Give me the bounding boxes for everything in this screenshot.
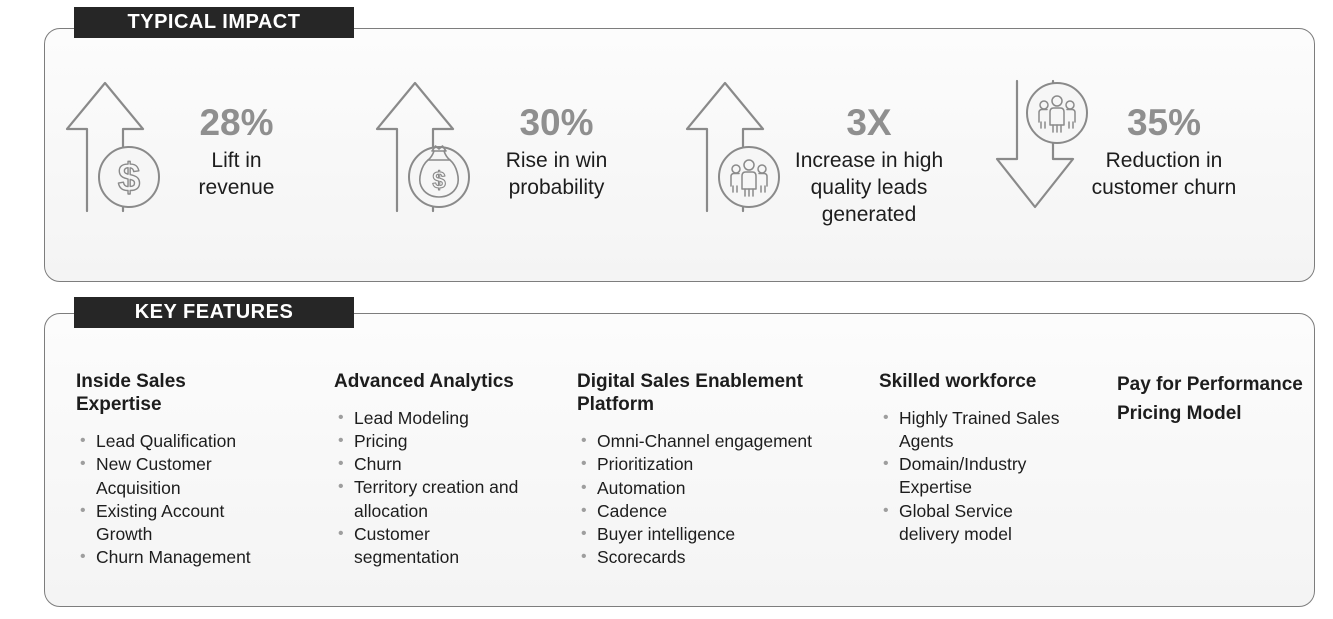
metric-label: Lift in revenue bbox=[198, 148, 275, 199]
feature-item: Scorecards bbox=[577, 546, 842, 569]
feature-item: Buyer intelligence bbox=[577, 523, 842, 546]
key-features-header-label: KEY FEATURES bbox=[134, 301, 294, 323]
metric-value: 3X bbox=[846, 102, 892, 143]
impact-metric-win-probability: $ 30% Rise in win probability bbox=[369, 77, 679, 229]
feature-list: Highly Trained Sales Agents Domain/Indus… bbox=[879, 407, 1074, 546]
metric-value: 35% bbox=[1126, 102, 1202, 143]
metric-text-block: 3X Increase in high quality leads genera… bbox=[784, 102, 954, 229]
feature-item: Churn Management bbox=[76, 546, 276, 569]
feature-item: Automation bbox=[577, 477, 842, 500]
metric-text-block: 35% Reduction in customer churn bbox=[1069, 102, 1259, 201]
metric-text-block: 30% Rise in win probability bbox=[499, 102, 614, 201]
key-features-panel: Inside Sales Expertise Lead Qualificatio… bbox=[44, 313, 1315, 607]
feature-list: Lead Qualification New Customer Acquisit… bbox=[76, 430, 276, 569]
feature-column-title: Digital Sales Enablement Platform bbox=[577, 371, 803, 416]
feature-column-digital-platform: Digital Sales Enablement Platform Omni-C… bbox=[577, 370, 842, 569]
feature-item: New Customer Acquisition bbox=[76, 453, 276, 499]
feature-item: Prioritization bbox=[577, 453, 842, 476]
metric-label: Rise in win probability bbox=[505, 148, 608, 199]
feature-item: Customer segmentation bbox=[334, 523, 539, 569]
feature-column-pricing-model: Pay for Performance Pricing Model bbox=[1117, 370, 1317, 569]
feature-list: Omni-Channel engagement Prioritization A… bbox=[577, 430, 842, 569]
key-features-header: KEY FEATURES bbox=[74, 297, 354, 328]
impact-metric-churn: 35% Reduction in customer churn bbox=[989, 77, 1299, 229]
feature-item: Cadence bbox=[577, 500, 842, 523]
typical-impact-header: TYPICAL IMPACT bbox=[74, 7, 354, 38]
feature-item: Existing Account Growth bbox=[76, 500, 276, 546]
feature-column-inside-sales: Inside Sales Expertise Lead Qualificatio… bbox=[76, 370, 276, 569]
feature-list: Lead Modeling Pricing Churn Territory cr… bbox=[334, 407, 539, 569]
metric-value: 28% bbox=[199, 102, 274, 143]
typical-impact-panel: $ 28% Lift in revenue $ 30% Ris bbox=[44, 28, 1315, 282]
metric-label: Increase in high quality leads generated bbox=[794, 148, 944, 227]
feature-item: Domain/Industry Expertise bbox=[879, 453, 1074, 499]
metric-value: 30% bbox=[519, 102, 594, 143]
down-arrow-people-icon bbox=[995, 79, 1088, 209]
metric-label: Reduction in customer churn bbox=[1091, 148, 1237, 199]
feature-column-title: Inside Sales Expertise bbox=[76, 371, 186, 416]
dollar-glyph: $ bbox=[118, 156, 140, 200]
feature-item: Pricing bbox=[334, 430, 539, 453]
feature-item: Lead Qualification bbox=[76, 430, 276, 453]
feature-item: Territory creation and allocation bbox=[334, 476, 539, 522]
metric-text-block: 28% Lift in revenue bbox=[184, 102, 289, 201]
features-row: Inside Sales Expertise Lead Qualificatio… bbox=[45, 314, 1314, 569]
impact-metric-leads: 3X Increase in high quality leads genera… bbox=[679, 77, 989, 229]
up-arrow-moneybag-icon: $ bbox=[375, 81, 470, 213]
up-arrow-dollar-icon: $ bbox=[65, 81, 160, 213]
feature-column-skilled-workforce: Skilled workforce Highly Trained Sales A… bbox=[879, 370, 1074, 569]
feature-item: Churn bbox=[334, 453, 539, 476]
typical-impact-header-label: TYPICAL IMPACT bbox=[127, 11, 301, 33]
feature-column-advanced-analytics: Advanced Analytics Lead Modeling Pricing… bbox=[334, 370, 539, 569]
feature-item: Highly Trained Sales Agents bbox=[879, 407, 1074, 453]
up-arrow-people-icon bbox=[685, 81, 780, 213]
feature-item: Lead Modeling bbox=[334, 407, 539, 430]
feature-column-title: Advanced Analytics bbox=[334, 371, 514, 392]
dollar-glyph: $ bbox=[432, 167, 446, 194]
feature-item: Omni-Channel engagement bbox=[577, 430, 842, 453]
impact-metric-revenue: $ 28% Lift in revenue bbox=[59, 77, 369, 229]
feature-column-title: Pay for Performance Pricing Model bbox=[1117, 374, 1303, 425]
impact-metrics-row: $ 28% Lift in revenue $ 30% Ris bbox=[45, 29, 1314, 229]
feature-column-title: Skilled workforce bbox=[879, 371, 1037, 392]
feature-item: Global Service delivery model bbox=[879, 500, 1074, 546]
